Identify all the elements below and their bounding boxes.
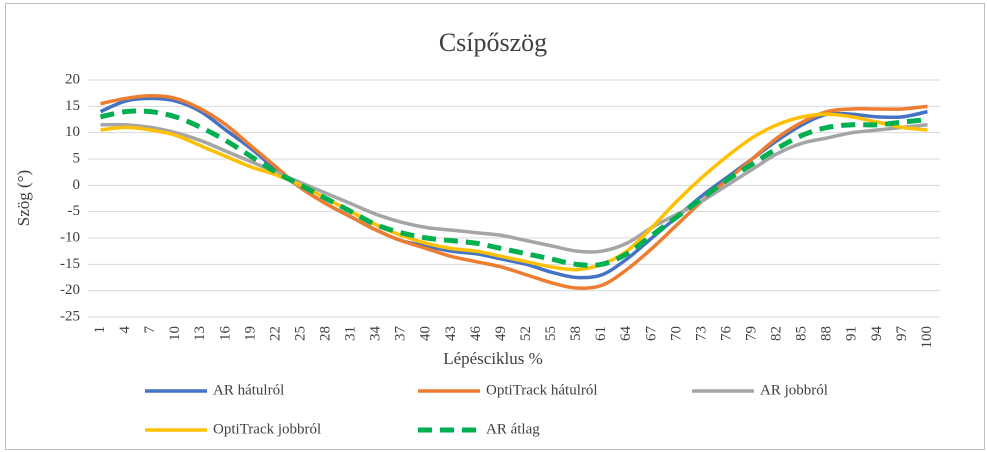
y-axis-title: Szög (°) — [14, 170, 33, 226]
x-tick-label: 100 — [919, 326, 935, 349]
y-tick-label: -15 — [60, 256, 80, 272]
y-tick-label: 15 — [65, 98, 80, 114]
x-tick-label: 52 — [518, 326, 534, 341]
x-tick-label: 73 — [693, 326, 709, 341]
x-tick-label: 85 — [794, 326, 810, 341]
series-line — [99, 108, 928, 268]
y-tick-label: -20 — [60, 282, 80, 298]
y-tick-label: 0 — [73, 177, 81, 193]
legend-label: OptiTrack hátulról — [486, 382, 598, 398]
x-tick-label: 64 — [618, 326, 634, 342]
x-tick-label: 10 — [167, 326, 183, 341]
series-line — [99, 96, 928, 280]
y-tick-label: 5 — [73, 150, 81, 166]
x-tick-label: 97 — [894, 326, 910, 342]
x-tick-label: 43 — [443, 326, 459, 341]
x-tick-label: 22 — [267, 326, 283, 341]
y-tick-label: -5 — [68, 203, 81, 219]
legend-label: OptiTrack jobbról — [213, 421, 321, 437]
x-tick-label: 16 — [217, 326, 233, 342]
x-tick-label: 88 — [819, 326, 835, 341]
y-tick-label: 10 — [65, 124, 80, 140]
series-line — [100, 122, 928, 254]
series-line — [100, 112, 928, 272]
x-tick-label: 4 — [117, 326, 133, 334]
x-tick-label: 58 — [568, 326, 584, 341]
chart-frame — [5, 3, 985, 450]
x-tick-label: 61 — [593, 326, 609, 341]
x-tick-label: 91 — [844, 326, 860, 341]
x-tick-label: 55 — [543, 326, 559, 341]
y-tick-label: -25 — [60, 308, 80, 324]
x-tick-label: 13 — [192, 326, 208, 341]
y-tick-label: 20 — [65, 71, 80, 87]
legend-label: AR jobbról — [760, 382, 828, 398]
x-tick-label: 19 — [242, 326, 258, 341]
x-tick-label: 49 — [493, 326, 509, 341]
y-tick-label: -10 — [60, 229, 80, 245]
x-tick-label: 25 — [292, 326, 308, 341]
x-tick-label: 67 — [643, 326, 659, 342]
x-tick-label: 31 — [343, 326, 359, 341]
x-tick-label: 82 — [769, 326, 785, 341]
x-tick-label: 37 — [393, 326, 409, 342]
x-axis-title: Lépésciklus % — [443, 349, 543, 368]
x-tick-label: 70 — [668, 326, 684, 341]
x-tick-label: 1 — [92, 326, 108, 334]
series-line — [100, 94, 928, 290]
legend-label: AR átlag — [486, 421, 540, 437]
legend-label: AR hátulról — [213, 382, 284, 398]
x-tick-label: 94 — [869, 326, 885, 342]
x-tick-label: 40 — [418, 326, 434, 341]
x-tick-label: 28 — [317, 326, 333, 341]
x-tick-label: 7 — [142, 326, 158, 334]
x-tick-label: 34 — [368, 326, 384, 342]
chart-title: Csípőszög — [439, 28, 547, 57]
x-tick-label: 76 — [718, 326, 734, 342]
x-tick-label: 46 — [468, 326, 484, 342]
x-tick-label: 79 — [743, 326, 759, 341]
